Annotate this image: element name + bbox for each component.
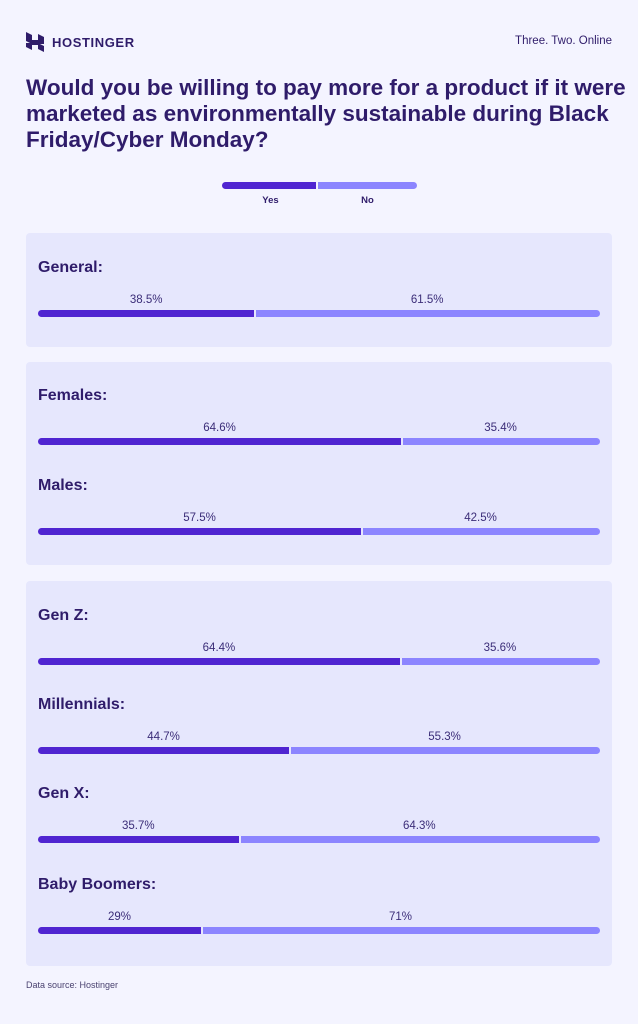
row-label: Gen Z: [38,607,89,624]
yes-bar-segment [38,658,400,665]
group-panel: Females: 64.6% 35.4% Males: 57.5% 42.5% [26,362,612,565]
no-bar-segment [202,927,600,934]
row-label: General: [38,259,103,276]
tagline: Three. Two. Online [515,35,612,47]
no-bar-segment [240,836,600,843]
no-value-label: 42.5% [464,512,497,524]
yes-value-label: 57.5% [183,512,216,524]
legend-swatch-no [318,182,417,189]
row-label: Females: [38,387,108,404]
hostinger-h-icon [26,32,44,52]
group-panel: Gen Z: 64.4% 35.6% Millennials: 44.7% 55… [26,581,612,966]
yes-value-label: 35.7% [122,820,155,832]
yes-bar-segment [38,528,362,535]
no-value-label: 71% [388,911,412,923]
bar-row: Males: 57.5% 42.5% [38,477,600,537]
row-label: Baby Boomers: [38,876,157,893]
no-value-label: 61.5% [410,294,444,306]
chart-title: Would you be willing to pay more for a p… [26,75,626,152]
yes-bar-segment [38,836,239,843]
yes-value-label: 29% [107,911,131,923]
row-label: Gen X: [38,785,90,802]
bar-row: Millennials: 44.7% 55.3% [38,696,600,756]
yes-value-label: 64.4% [202,642,236,654]
no-bar-segment [291,747,600,754]
yes-value-label: 38.5% [129,294,163,306]
legend-label-no: No [361,195,374,206]
bar-row: Gen X: 35.7% 64.3% [38,785,600,845]
row-label: Millennials: [38,696,126,713]
legend-label-yes: Yes [262,195,279,206]
no-bar-segment [256,310,600,317]
yes-bar-segment [38,927,201,934]
group-panel: General: 38.5% 61.5% [26,233,612,347]
no-bar-segment [363,528,600,535]
bar-row: Baby Boomers: 29% 71% [38,876,600,936]
bar-row: General: 38.5% 61.5% [38,259,600,319]
no-value-label: 55.3% [428,731,461,743]
brand-name: HOSTINGER [52,34,135,50]
no-value-label: 64.3% [403,820,436,832]
bar-row: Gen Z: 64.4% 35.6% [38,607,600,667]
hostinger-logo: HOSTINGER [26,32,135,52]
yes-bar-segment [38,310,255,317]
no-bar-segment [401,658,600,665]
yes-bar-segment [38,438,402,445]
no-value-label: 35.4% [484,422,517,434]
bar-row: Females: 64.6% 35.4% [38,387,600,447]
yes-value-label: 64.6% [203,422,236,434]
legend: Yes No [222,182,417,206]
no-bar-segment [403,438,600,445]
no-value-label: 35.6% [483,642,517,654]
row-label: Males: [38,477,88,494]
yes-bar-segment [38,747,290,754]
yes-value-label: 44.7% [147,731,180,743]
data-source: Data source: Hostinger [26,980,119,990]
legend-swatch-yes [222,182,316,189]
